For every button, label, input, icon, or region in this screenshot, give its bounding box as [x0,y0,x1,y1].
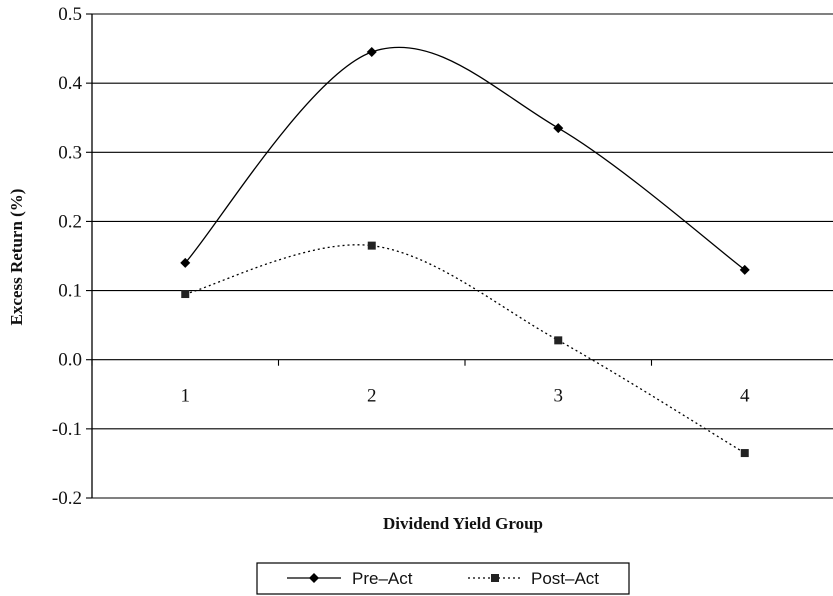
gridlines [86,13,833,499]
legend-pre-label: Pre–Act [352,569,413,588]
y-tick-label: 0.2 [58,211,82,232]
x-tick-label: 2 [367,386,377,407]
series-group [180,46,750,458]
series-line-post-act [185,244,746,454]
y-tick-label: -0.2 [52,488,82,509]
data-point-post-act [740,449,749,458]
x-tick-label: 4 [740,386,750,407]
series-line-pre-act [184,46,746,271]
data-point-pre-act [366,47,377,58]
data-point-post-act [181,290,190,299]
data-point-post-act [367,241,376,250]
y-tick-label: -0.1 [52,419,82,440]
y-tick-label: 0.5 [58,4,82,25]
legend-post-label: Post–Act [531,569,599,588]
y-tick-label: 0.1 [58,281,82,302]
x-axis-title: Dividend Yield Group [383,514,543,533]
data-point-post-act [554,336,563,345]
data-point-pre-act [180,257,191,268]
y-tick-label: 0.4 [58,73,82,94]
data-point-pre-act [739,264,750,275]
y-tick-labels: 0.5 0.4 0.3 0.2 0.1 0.0 -0.1 -0.2 [52,4,83,509]
x-tick-label: 3 [554,386,564,407]
legend-post-marker [491,574,499,582]
legend-pre-marker [309,573,319,583]
data-point-pre-act [553,123,564,134]
y-tick-label: 0.0 [58,350,82,371]
y-axis-title: Excess Return (%) [7,189,26,326]
y-tick-label: 0.3 [58,142,82,163]
x-tick-label: 1 [181,386,191,407]
legend: Pre–Act Post–Act [256,562,630,595]
x-ticks: 1 2 3 4 [91,359,750,407]
